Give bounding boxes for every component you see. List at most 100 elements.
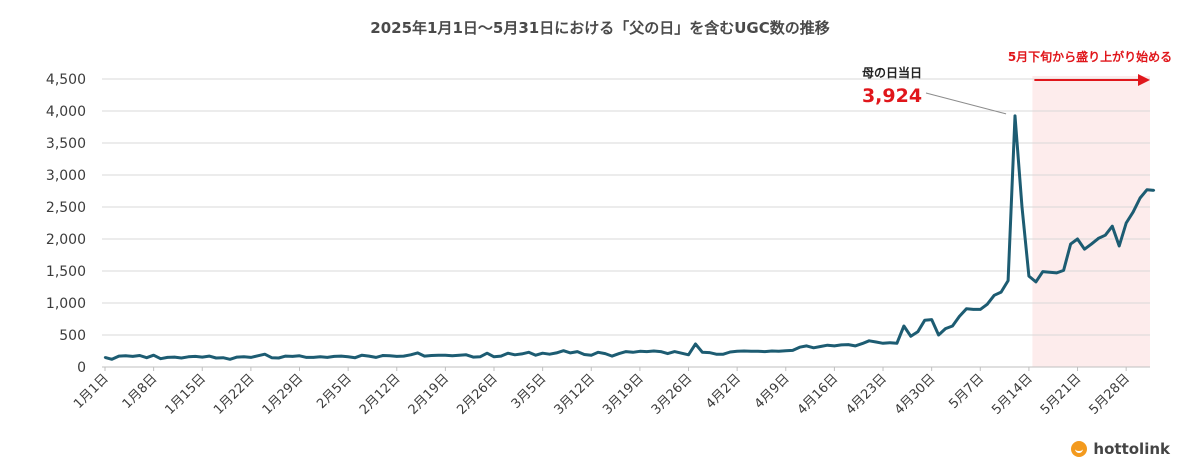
x-tick-label: 4月30日 bbox=[892, 371, 939, 418]
x-tick-label: 2月5日 bbox=[314, 371, 355, 412]
data-point bbox=[201, 355, 204, 359]
data-point bbox=[770, 349, 774, 353]
data-point bbox=[902, 324, 906, 328]
data-point bbox=[353, 356, 357, 359]
data-point bbox=[388, 354, 392, 357]
data-point bbox=[471, 355, 475, 359]
data-point bbox=[214, 356, 218, 360]
data-point bbox=[638, 350, 642, 353]
data-point bbox=[742, 349, 746, 353]
data-point bbox=[1111, 225, 1114, 228]
data-point bbox=[874, 340, 878, 344]
data-point bbox=[152, 353, 155, 357]
brand-name: hottolink bbox=[1093, 440, 1170, 458]
data-point bbox=[784, 349, 787, 352]
data-point bbox=[478, 355, 482, 358]
hottolink-logo-icon bbox=[1071, 441, 1088, 457]
highlight-arrowhead bbox=[1138, 74, 1150, 86]
data-point bbox=[694, 342, 697, 346]
data-point bbox=[208, 354, 211, 358]
data-point bbox=[715, 353, 718, 356]
x-tick-label: 3月26日 bbox=[649, 371, 696, 418]
x-tick-label: 5月14日 bbox=[989, 371, 1036, 418]
data-point bbox=[1048, 271, 1051, 274]
data-point bbox=[916, 330, 919, 333]
x-tick-label: 3月5日 bbox=[509, 371, 550, 412]
data-point bbox=[951, 324, 954, 328]
data-point bbox=[603, 352, 607, 355]
data-point bbox=[346, 355, 350, 358]
x-tick-label: 1月15日 bbox=[163, 371, 210, 418]
data-point bbox=[423, 354, 426, 358]
data-point bbox=[187, 355, 190, 358]
annotation-label: 母の日当日 bbox=[862, 65, 922, 80]
data-point bbox=[298, 354, 301, 357]
data-point bbox=[138, 354, 141, 357]
data-point bbox=[555, 351, 558, 355]
data-point bbox=[826, 344, 829, 347]
data-point bbox=[1118, 244, 1121, 248]
data-point bbox=[777, 350, 781, 353]
data-point bbox=[166, 356, 169, 359]
data-point bbox=[798, 345, 801, 349]
annotation-value: 3,924 bbox=[862, 85, 922, 107]
data-point bbox=[958, 315, 961, 318]
data-point bbox=[805, 344, 808, 348]
data-point bbox=[659, 350, 662, 353]
data-point bbox=[1083, 248, 1086, 251]
data-point bbox=[763, 350, 767, 353]
x-tick-label: 3月12日 bbox=[552, 371, 599, 418]
data-point bbox=[409, 353, 412, 357]
data-point bbox=[652, 349, 655, 353]
data-point bbox=[395, 355, 398, 358]
data-point bbox=[860, 342, 864, 345]
data-point bbox=[1090, 242, 1093, 246]
x-tick-label: 4月16日 bbox=[795, 371, 842, 418]
data-point bbox=[583, 353, 586, 356]
data-point bbox=[1055, 271, 1058, 275]
data-point bbox=[305, 356, 308, 359]
data-point bbox=[909, 335, 913, 338]
data-point bbox=[687, 353, 690, 357]
data-point bbox=[666, 352, 669, 355]
data-point bbox=[1097, 237, 1100, 240]
data-point bbox=[131, 355, 134, 358]
data-point bbox=[124, 354, 128, 357]
x-tick-label: 1月22日 bbox=[211, 371, 258, 418]
data-point bbox=[937, 333, 940, 337]
y-tick-label: 2,000 bbox=[46, 232, 86, 248]
y-tick-label: 2,500 bbox=[46, 200, 86, 216]
data-point bbox=[249, 356, 253, 359]
data-point bbox=[1069, 242, 1072, 246]
data-point bbox=[576, 350, 579, 353]
y-tick-label: 1,500 bbox=[46, 264, 86, 280]
data-point bbox=[680, 352, 683, 355]
data-point bbox=[1124, 221, 1128, 225]
data-point bbox=[722, 353, 725, 356]
data-point bbox=[645, 350, 649, 353]
data-point bbox=[235, 355, 239, 359]
chart-title: 2025年1月1日〜5月31日における「父の日」を含むUGC数の推移 bbox=[370, 19, 829, 37]
data-point bbox=[867, 339, 871, 342]
data-point bbox=[291, 355, 294, 358]
data-point bbox=[117, 354, 121, 358]
data-point bbox=[485, 352, 489, 355]
data-point bbox=[1013, 114, 1017, 118]
data-point bbox=[1062, 269, 1065, 272]
data-point bbox=[729, 350, 732, 354]
data-point bbox=[569, 351, 572, 355]
data-point bbox=[944, 327, 947, 330]
data-point bbox=[499, 354, 503, 358]
x-tick-label: 5月28日 bbox=[1086, 371, 1133, 418]
data-point bbox=[735, 350, 739, 353]
data-point bbox=[277, 356, 280, 360]
data-point bbox=[631, 351, 635, 354]
x-tick-label: 5月7日 bbox=[946, 371, 987, 412]
data-point bbox=[284, 354, 287, 358]
x-tick-label: 5月21日 bbox=[1038, 371, 1085, 418]
data-point bbox=[833, 344, 836, 348]
data-point bbox=[430, 354, 433, 357]
data-point bbox=[999, 290, 1003, 294]
annotation-leader-line bbox=[925, 92, 1007, 115]
data-point bbox=[1006, 279, 1010, 282]
